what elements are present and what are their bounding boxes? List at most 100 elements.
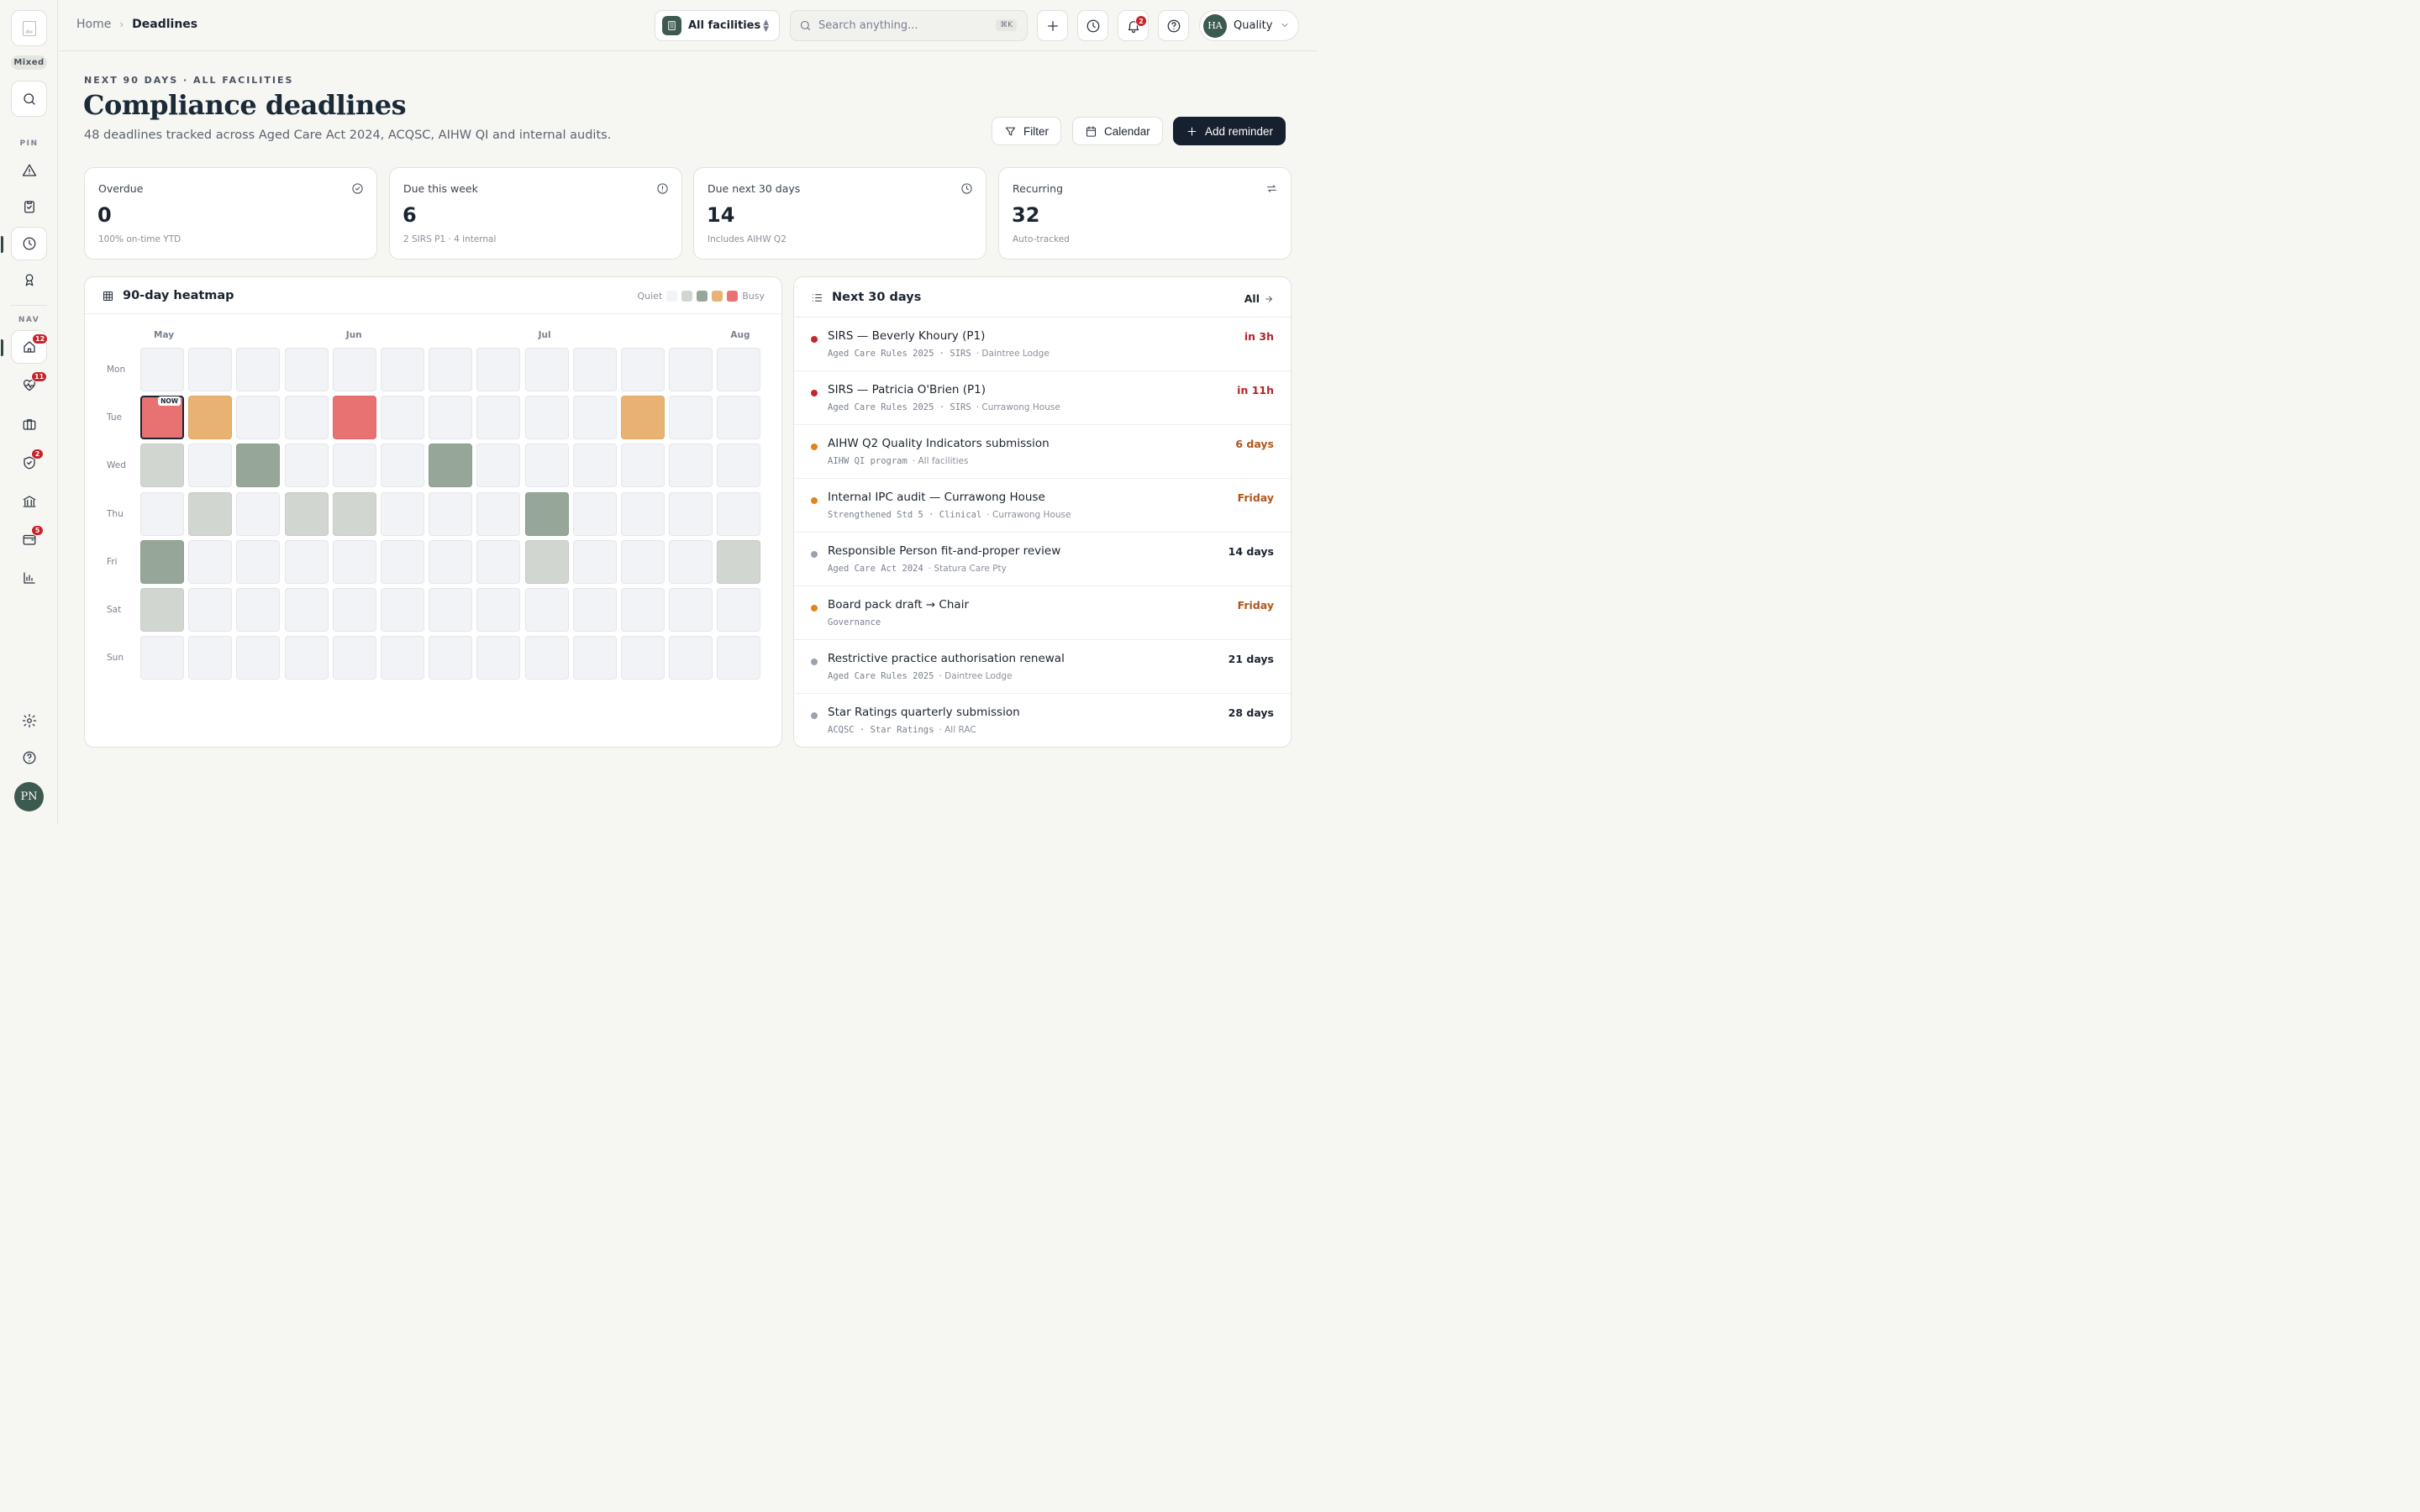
heatmap-cell[interactable]	[284, 348, 329, 391]
heatmap-cell[interactable]	[332, 588, 376, 632]
heatmap-cell[interactable]	[140, 636, 184, 680]
add-reminder-button[interactable]: Add reminder	[1173, 117, 1286, 145]
heatmap-cell[interactable]	[476, 588, 521, 632]
search-input[interactable]	[818, 19, 986, 32]
notifications-button[interactable]: 2	[1118, 10, 1149, 41]
heatmap-cell[interactable]	[332, 396, 376, 440]
heatmap-cell[interactable]	[332, 348, 376, 391]
heatmap-cell[interactable]	[381, 588, 424, 632]
rail-help[interactable]	[11, 741, 47, 774]
heatmap-cell[interactable]	[572, 348, 617, 391]
rail-nav-workforce[interactable]	[11, 407, 47, 441]
rail-nav-home[interactable]: 12	[1, 330, 49, 364]
heatmap-cell[interactable]	[717, 636, 761, 680]
heatmap-cell[interactable]	[669, 588, 713, 632]
heatmap-cell[interactable]	[284, 588, 329, 632]
heatmap-cell[interactable]	[476, 491, 521, 536]
heatmap-cell[interactable]	[717, 444, 761, 488]
heatmap-cell[interactable]	[621, 348, 665, 391]
heatmap-cell[interactable]	[236, 491, 281, 536]
heatmap-cell[interactable]	[429, 396, 473, 440]
stat-card-recurring[interactable]: Recurring 32 Auto-tracked	[998, 167, 1292, 260]
deadline-item[interactable]: Star Ratings quarterly submission ACQSC ·…	[794, 694, 1291, 747]
stat-card-due-30[interactable]: Due next 30 days 14 Includes AIHW Q2	[693, 167, 986, 260]
heatmap-cell[interactable]	[621, 539, 665, 584]
rail-pin-alerts[interactable]	[11, 154, 47, 187]
rail-pin-tasks[interactable]	[11, 190, 47, 223]
heatmap-cell[interactable]	[717, 539, 761, 584]
org-logo[interactable]	[11, 10, 47, 46]
rail-search-button[interactable]	[11, 81, 47, 117]
rail-nav-reports[interactable]	[11, 561, 47, 595]
heatmap-cell[interactable]	[140, 539, 184, 584]
heatmap-cell[interactable]	[717, 588, 761, 632]
heatmap-cell[interactable]	[381, 636, 424, 680]
heatmap-cell[interactable]	[621, 491, 665, 536]
user-menu[interactable]: HA Quality	[1199, 10, 1299, 41]
deadline-item[interactable]: Restrictive practice authorisation renew…	[794, 640, 1291, 694]
heatmap-cell[interactable]	[188, 588, 233, 632]
rail-nav-clinical[interactable]: 11	[11, 369, 48, 402]
heatmap-cell[interactable]	[717, 348, 761, 391]
calendar-button[interactable]: Calendar	[1072, 117, 1163, 145]
create-button[interactable]	[1037, 10, 1068, 41]
heatmap-cell[interactable]	[236, 444, 281, 488]
rail-pin-accreditation[interactable]	[11, 263, 47, 297]
heatmap-cell[interactable]	[524, 348, 569, 391]
heatmap-cell[interactable]	[236, 636, 281, 680]
heatmap-cell[interactable]	[332, 636, 376, 680]
heatmap-cell[interactable]	[572, 539, 617, 584]
heatmap-cell[interactable]	[188, 348, 233, 391]
heatmap-cell[interactable]	[524, 539, 569, 584]
heatmap-cell[interactable]	[284, 491, 329, 536]
deadline-item[interactable]: Internal IPC audit — Currawong House Stre…	[794, 479, 1291, 533]
breadcrumb-home[interactable]: Home	[76, 18, 112, 31]
heatmap-cell[interactable]	[621, 588, 665, 632]
heatmap-cell[interactable]	[236, 396, 281, 440]
heatmap-cell[interactable]	[381, 491, 424, 536]
heatmap-cell[interactable]	[476, 396, 521, 440]
heatmap-cell[interactable]	[524, 444, 569, 488]
heatmap-cell[interactable]	[524, 491, 569, 536]
heatmap-cell[interactable]	[188, 539, 233, 584]
heatmap-cell[interactable]	[381, 348, 424, 391]
heatmap-cell[interactable]	[188, 491, 233, 536]
heatmap-cell[interactable]	[717, 491, 761, 536]
heatmap-cell[interactable]	[476, 539, 521, 584]
deadline-item[interactable]: Board pack draft → Chair Governance Friday	[794, 586, 1291, 640]
heatmap-cell[interactable]	[381, 539, 424, 584]
heatmap-cell[interactable]	[669, 396, 713, 440]
heatmap-cell[interactable]	[236, 348, 281, 391]
heatmap-cell[interactable]	[572, 444, 617, 488]
filter-button[interactable]: Filter	[992, 117, 1061, 145]
heatmap-cell[interactable]	[621, 396, 665, 440]
rail-nav-safety[interactable]: 2	[11, 446, 47, 480]
heatmap-cell[interactable]	[669, 636, 713, 680]
heatmap-cell[interactable]	[524, 588, 569, 632]
help-button[interactable]	[1158, 10, 1189, 41]
rail-settings[interactable]	[11, 704, 47, 738]
heatmap-cell[interactable]	[572, 396, 617, 440]
user-avatar[interactable]: PN	[14, 782, 44, 811]
stat-card-due-week[interactable]: Due this week 6 2 SIRS P1 · 4 internal	[389, 167, 682, 260]
heatmap-cell[interactable]	[621, 444, 665, 488]
heatmap-cell[interactable]	[236, 539, 281, 584]
heatmap-cell[interactable]	[429, 588, 473, 632]
rail-nav-governance[interactable]	[11, 485, 47, 518]
heatmap-cell[interactable]	[476, 348, 521, 391]
heatmap-cell[interactable]	[284, 396, 329, 440]
heatmap-cell[interactable]	[717, 396, 761, 440]
facility-select[interactable]: All facilities ▲ ▼	[655, 10, 780, 41]
heatmap-cell[interactable]	[236, 588, 281, 632]
heatmap-cell[interactable]	[669, 491, 713, 536]
heatmap-cell[interactable]	[524, 396, 569, 440]
heatmap-cell[interactable]	[188, 396, 233, 440]
heatmap-cell[interactable]	[572, 491, 617, 536]
history-button[interactable]	[1077, 10, 1108, 41]
heatmap-cell[interactable]	[669, 539, 713, 584]
heatmap-cell[interactable]	[140, 588, 184, 632]
heatmap-cell[interactable]	[429, 348, 473, 391]
heatmap-cell[interactable]	[140, 348, 184, 391]
view-all-link[interactable]: All	[1244, 292, 1274, 305]
rail-pin-deadlines[interactable]	[1, 227, 47, 260]
